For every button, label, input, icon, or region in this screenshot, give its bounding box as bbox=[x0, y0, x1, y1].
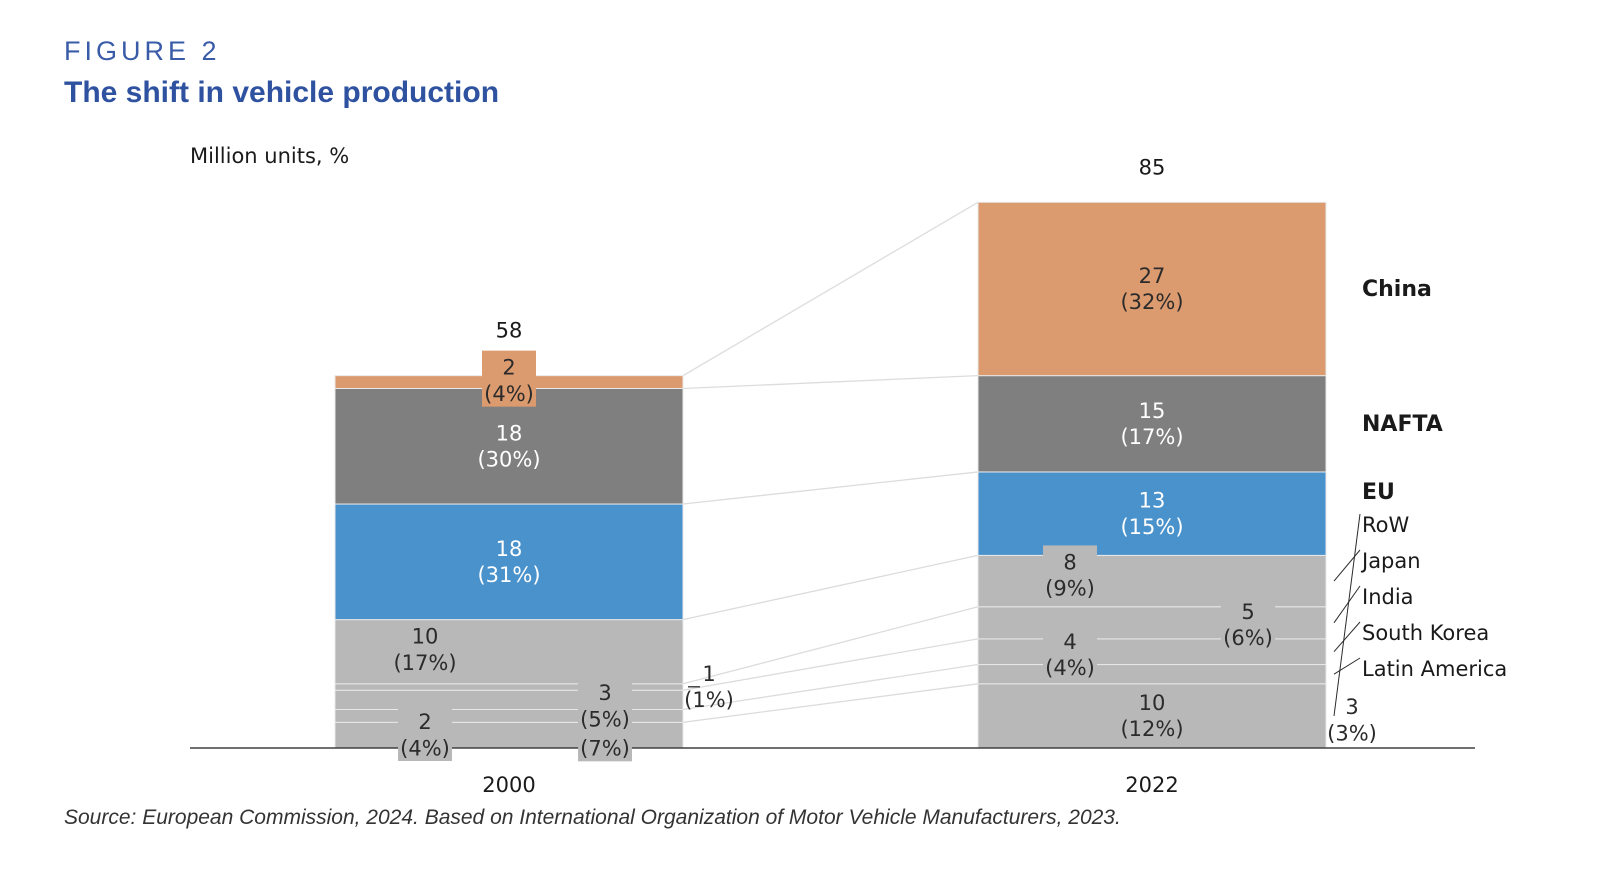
bar-2000-nafta bbox=[334, 387, 684, 505]
total-label-2022: 85 bbox=[1139, 155, 1166, 179]
data-label-2000-japan: 10 (17%) bbox=[393, 625, 456, 675]
bar-2000-eu bbox=[334, 503, 684, 621]
label-chip-2022-india bbox=[1221, 594, 1275, 651]
legend-leader-india bbox=[1333, 585, 1361, 624]
data-label-2022-india: 5 (6%) bbox=[1223, 600, 1273, 650]
bar-2022-nafta bbox=[977, 375, 1327, 473]
connector-india bbox=[682, 606, 979, 685]
legend-nafta: NAFTA bbox=[1362, 412, 1443, 437]
data-label-2000-latin-america: 2 (4%) bbox=[400, 710, 450, 760]
bar-2022-row bbox=[977, 683, 1327, 749]
legend-leader-japan bbox=[1333, 549, 1361, 582]
legend-japan: Japan bbox=[1360, 549, 1421, 573]
total-label-2000: 58 bbox=[496, 319, 523, 343]
data-label-2000-south-korea: 3 (5%) bbox=[580, 681, 630, 731]
data-label-2022-row: 10 (12%) bbox=[1120, 691, 1183, 741]
data-label-2022-china: 27 (32%) bbox=[1120, 264, 1183, 314]
connector-latin-america bbox=[682, 663, 979, 711]
data-label-2022-eu: 13 (15%) bbox=[1120, 489, 1183, 539]
connector-south-korea bbox=[682, 638, 979, 691]
legend-row: RoW bbox=[1362, 513, 1409, 537]
label-chip-2022-japan bbox=[1043, 545, 1097, 602]
unit-label: Million units, % bbox=[190, 144, 349, 168]
x-tick-2000: 2000 bbox=[482, 773, 535, 797]
connector-japan bbox=[682, 554, 979, 621]
bar-2022-latin-america bbox=[977, 664, 1327, 685]
data-label-2022-japan: 8 (9%) bbox=[1045, 550, 1095, 600]
label-chip-2022-south-korea bbox=[1043, 624, 1097, 681]
bar-2000-japan bbox=[334, 619, 684, 685]
figure-label: FIGURE 2 bbox=[64, 36, 221, 66]
bar-2022-eu bbox=[977, 471, 1327, 556]
connector-nafta bbox=[682, 374, 979, 390]
legend-south-korea: South Korea bbox=[1362, 621, 1489, 645]
data-label-2022-south-korea: 4 (4%) bbox=[1045, 630, 1095, 680]
data-label-2000-eu: 18 (31%) bbox=[477, 537, 540, 587]
connector-row bbox=[682, 683, 979, 723]
data-label-2022-nafta: 15 (17%) bbox=[1120, 399, 1183, 449]
legend-leader-south-korea bbox=[1333, 621, 1361, 653]
legend-leader-latin-america bbox=[1333, 657, 1361, 675]
connector-eu bbox=[682, 471, 979, 505]
legend-china: China bbox=[1362, 277, 1432, 302]
legend-india: India bbox=[1362, 585, 1414, 609]
label-chip-2000-latin-america bbox=[398, 705, 452, 761]
source-note: Source: European Commission, 2024. Based… bbox=[64, 806, 1121, 829]
legend-leader-row bbox=[1333, 513, 1361, 716]
chart-title: The shift in vehicle production bbox=[64, 76, 500, 109]
label-chip-2000-south-korea bbox=[578, 676, 632, 733]
data-label-2022-latin-america: 3 (3%) bbox=[1327, 695, 1377, 745]
bar-2022-china bbox=[977, 201, 1327, 377]
stacked-bar-chart: Million units, % 2000 2022 58 85 2 (4%) 18 (30%)… bbox=[190, 144, 1507, 797]
legend-latin-america: Latin America bbox=[1362, 657, 1507, 681]
connector-china bbox=[682, 201, 979, 377]
data-label-2000-nafta: 18 (30%) bbox=[477, 421, 540, 471]
label-chip-2000-china bbox=[482, 350, 536, 407]
legend-eu: EU bbox=[1362, 480, 1395, 505]
data-label-2000-china: 2 (4%) bbox=[484, 356, 534, 406]
data-label-2000-india: 1 (1%) bbox=[684, 662, 734, 712]
x-tick-2022: 2022 bbox=[1125, 773, 1178, 797]
